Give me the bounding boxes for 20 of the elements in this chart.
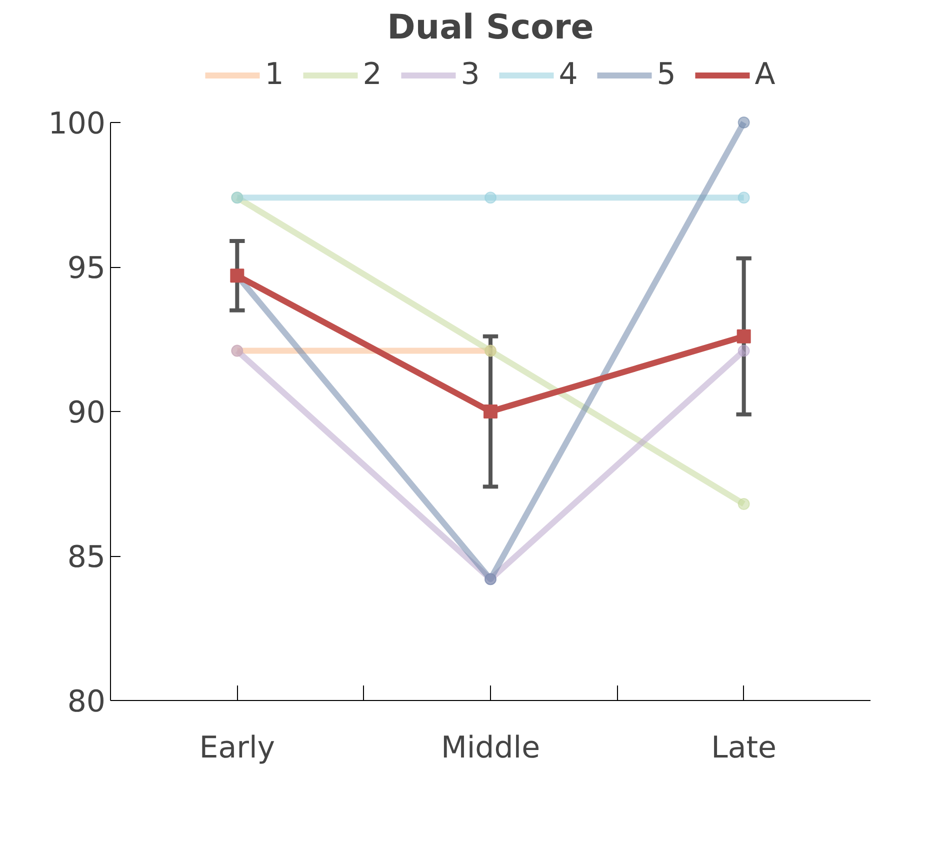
legend-label: 3 <box>460 57 481 92</box>
y-tick-label: 80 <box>67 684 106 720</box>
point <box>484 192 496 204</box>
legend-label: 2 <box>362 57 383 92</box>
point <box>736 329 751 344</box>
x-tick-label: Middle <box>440 730 540 766</box>
chart-title: Dual Score <box>387 8 594 48</box>
legend-label: 4 <box>558 57 579 92</box>
point <box>738 192 750 204</box>
y-tick-label: 85 <box>67 540 106 575</box>
legend-label: 1 <box>264 57 285 92</box>
x-tick-label: Early <box>199 730 276 766</box>
point <box>738 116 750 128</box>
x-tick-label: Late <box>711 730 777 766</box>
point <box>484 404 498 418</box>
y-tick-label: 95 <box>67 251 106 286</box>
y-tick-label: 100 <box>48 106 106 142</box>
y-tick-label: 90 <box>67 396 106 430</box>
legend-label: A <box>754 57 776 92</box>
legend-label: 5 <box>656 57 677 92</box>
